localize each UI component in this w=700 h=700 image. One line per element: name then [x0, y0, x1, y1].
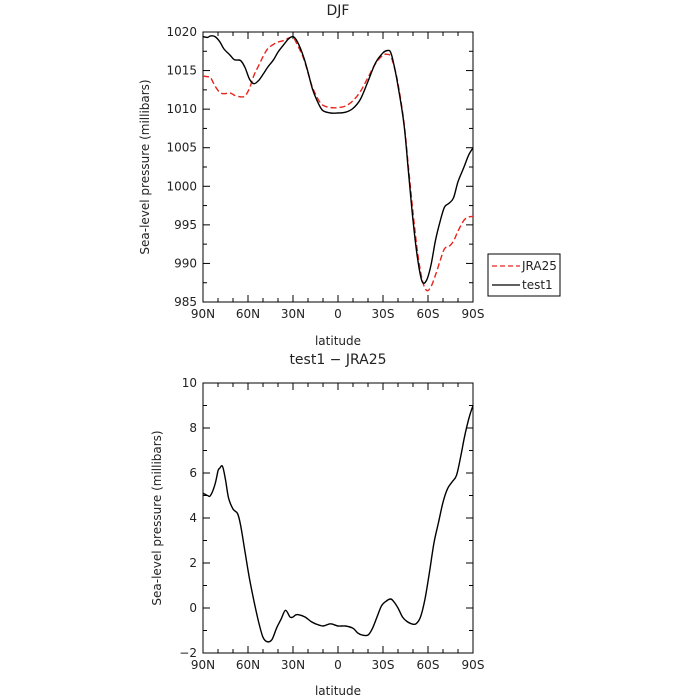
legend-label-test1: test1	[522, 278, 553, 292]
top-x-tick-label: 30S	[372, 307, 395, 321]
bottom-series-lines	[202, 405, 474, 643]
bottom-x-tick-label: 60N	[236, 658, 260, 672]
top-x-axis-label: latitude	[315, 334, 361, 348]
bottom-x-tick-label: 90N	[191, 658, 215, 672]
top-ticks	[202, 31, 474, 303]
top-y-tick-label: 990	[174, 256, 197, 270]
bottom-panel: test1 − JRA25 90N 60N 30N 0 30S 60S 90S −2 0 2 4 6…	[150, 352, 484, 698]
top-series-line-jra25	[202, 36, 474, 292]
bottom-y-tick-label: 10	[182, 376, 197, 390]
bottom-plot-frame	[202, 382, 474, 654]
top-panel: DJF 90N 60N 30N 0 30S 60S 90S 985 990 995 1000 100…	[138, 3, 561, 348]
top-y-tick-labels: 985 990 995 1000 1005 1010 1015 1020	[166, 25, 197, 309]
bottom-y-tick-label: 6	[189, 466, 197, 480]
bottom-y-tick-label: 0	[189, 601, 197, 615]
top-y-tick-label: 1005	[166, 141, 197, 155]
bottom-y-axis-label: Sea-level pressure (millibars)	[150, 430, 164, 605]
bottom-y-tick-labels: −2 0 2 4 6 8 10	[179, 376, 197, 660]
top-y-tick-label: 1010	[166, 102, 197, 116]
top-x-tick-label: 60S	[417, 307, 440, 321]
legend: JRA25 test1	[487, 253, 561, 297]
top-series-line-test1	[202, 35, 474, 284]
bottom-y-tick-label: −2	[179, 646, 197, 660]
bottom-x-tick-label: 0	[334, 658, 342, 672]
bottom-y-tick-label: 8	[189, 421, 197, 435]
bottom-ticks	[202, 382, 474, 654]
top-x-tick-label: 30N	[281, 307, 305, 321]
top-y-tick-label: 1000	[166, 179, 197, 193]
top-y-tick-label: 995	[174, 218, 197, 232]
top-x-tick-label: 90N	[191, 307, 215, 321]
top-series-lines	[202, 35, 474, 292]
top-y-tick-label: 1020	[166, 25, 197, 39]
bottom-x-tick-label: 90S	[462, 658, 485, 672]
top-y-axis-label: Sea-level pressure (millibars)	[138, 79, 152, 254]
top-x-tick-label: 60N	[236, 307, 260, 321]
bottom-y-tick-label: 4	[189, 511, 197, 525]
top-y-tick-label: 985	[174, 295, 197, 309]
top-y-tick-label: 1015	[166, 64, 197, 78]
bottom-series-line-difference	[202, 405, 474, 643]
bottom-x-tick-label: 30N	[281, 658, 305, 672]
bottom-x-tick-label: 60S	[417, 658, 440, 672]
top-plot-frame	[202, 31, 474, 303]
bottom-x-tick-label: 30S	[372, 658, 395, 672]
top-x-tick-label: 0	[334, 307, 342, 321]
legend-box	[487, 253, 561, 297]
top-x-tick-label: 90S	[462, 307, 485, 321]
legend-label-jra25: JRA25	[521, 259, 557, 273]
bottom-x-tick-labels: 90N 60N 30N 0 30S 60S 90S	[191, 658, 485, 672]
bottom-y-tick-label: 2	[189, 556, 197, 570]
top-chart-title: DJF	[327, 3, 350, 19]
top-x-tick-labels: 90N 60N 30N 0 30S 60S 90S	[191, 307, 485, 321]
bottom-x-axis-label: latitude	[315, 684, 361, 698]
bottom-chart-title: test1 − JRA25	[289, 352, 386, 368]
